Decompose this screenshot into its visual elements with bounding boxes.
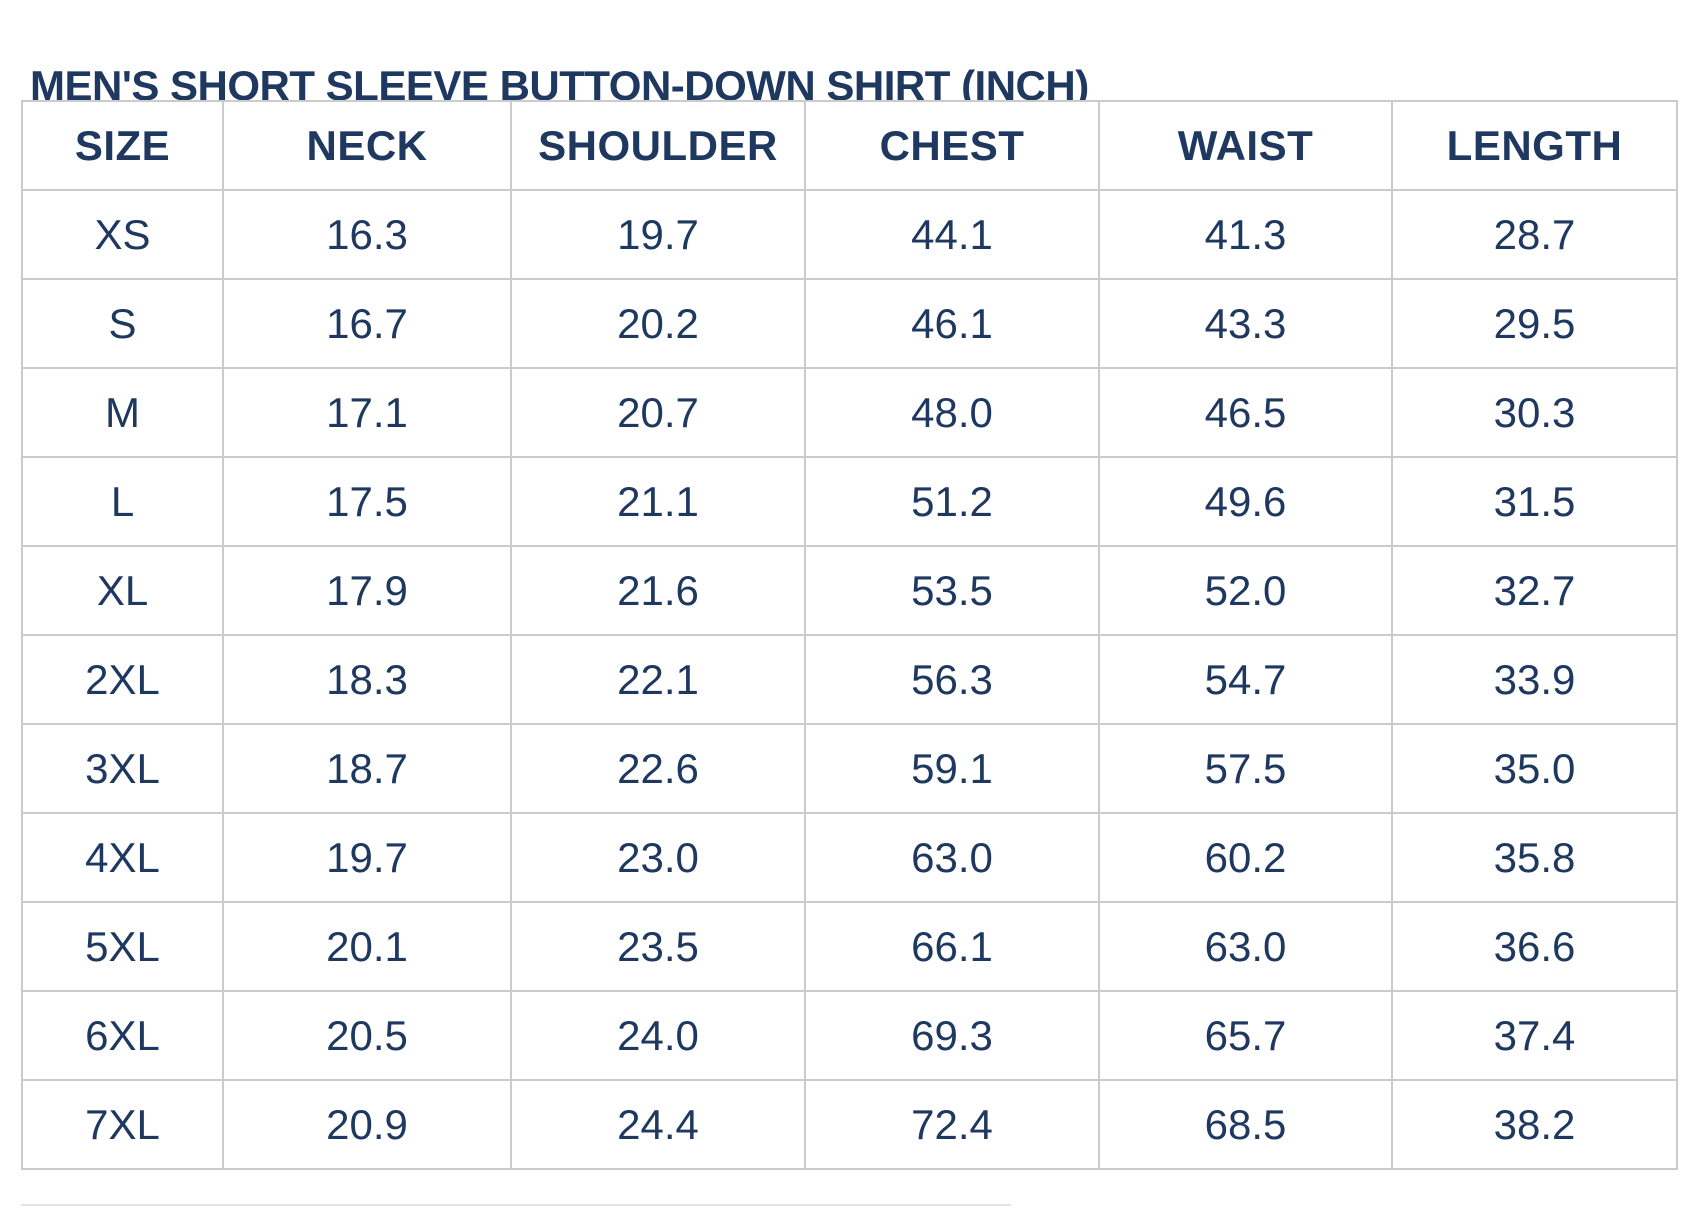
neck-value-cell: 18.3: [222, 634, 512, 725]
column-header-size: SIZE: [21, 100, 224, 191]
length-value-cell: 38.2: [1391, 1079, 1678, 1170]
partial-next-row-border: [21, 1204, 1011, 1206]
size-label-cell: 3XL: [21, 723, 224, 814]
shoulder-value-cell: 20.7: [510, 367, 806, 458]
waist-value-cell: 65.7: [1098, 990, 1393, 1081]
table-row-5xl: 5XL 20.1 23.5 66.1 63.0 36.6: [21, 901, 1678, 992]
size-label-cell: M: [21, 367, 224, 458]
neck-value-cell: 16.3: [222, 189, 512, 280]
column-header-chest: CHEST: [804, 100, 1100, 191]
neck-value-cell: 20.5: [222, 990, 512, 1081]
size-label-cell: S: [21, 278, 224, 369]
length-value-cell: 35.8: [1391, 812, 1678, 903]
waist-value-cell: 57.5: [1098, 723, 1393, 814]
waist-value-cell: 41.3: [1098, 189, 1393, 280]
column-header-neck: NECK: [222, 100, 512, 191]
shoulder-value-cell: 22.1: [510, 634, 806, 725]
shoulder-value-cell: 21.6: [510, 545, 806, 636]
shoulder-value-cell: 19.7: [510, 189, 806, 280]
column-header-length: LENGTH: [1391, 100, 1678, 191]
table-row-4xl: 4XL 19.7 23.0 63.0 60.2 35.8: [21, 812, 1678, 903]
table-row-s: S 16.7 20.2 46.1 43.3 29.5: [21, 278, 1678, 369]
chest-value-cell: 59.1: [804, 723, 1100, 814]
chest-value-cell: 44.1: [804, 189, 1100, 280]
size-label-cell: L: [21, 456, 224, 547]
length-value-cell: 36.6: [1391, 901, 1678, 992]
size-label-cell: XS: [21, 189, 224, 280]
length-value-cell: 29.5: [1391, 278, 1678, 369]
shoulder-value-cell: 24.4: [510, 1079, 806, 1170]
chest-value-cell: 56.3: [804, 634, 1100, 725]
neck-value-cell: 20.9: [222, 1079, 512, 1170]
table-body: XS 16.3 19.7 44.1 41.3 28.7 S 16.7 20.2 46.1 43.3 2…: [21, 189, 1678, 1170]
waist-value-cell: 60.2: [1098, 812, 1393, 903]
size-chart-table: SIZE NECK SHOULDER CHEST WAIST LENGTH XS 16.3 1…: [21, 100, 1678, 1170]
length-value-cell: 37.4: [1391, 990, 1678, 1081]
neck-value-cell: 16.7: [222, 278, 512, 369]
neck-value-cell: 17.1: [222, 367, 512, 458]
waist-value-cell: 43.3: [1098, 278, 1393, 369]
table-row-6xl: 6XL 20.5 24.0 69.3 65.7 37.4: [21, 990, 1678, 1081]
table-row-xl: XL 17.9 21.6 53.5 52.0 32.7: [21, 545, 1678, 636]
size-label-cell: 4XL: [21, 812, 224, 903]
table-row-m: M 17.1 20.7 48.0 46.5 30.3: [21, 367, 1678, 458]
table-row-3xl: 3XL 18.7 22.6 59.1 57.5 35.0: [21, 723, 1678, 814]
neck-value-cell: 19.7: [222, 812, 512, 903]
shoulder-value-cell: 23.0: [510, 812, 806, 903]
chest-value-cell: 46.1: [804, 278, 1100, 369]
waist-value-cell: 52.0: [1098, 545, 1393, 636]
chest-value-cell: 53.5: [804, 545, 1100, 636]
shoulder-value-cell: 20.2: [510, 278, 806, 369]
size-label-cell: XL: [21, 545, 224, 636]
neck-value-cell: 18.7: [222, 723, 512, 814]
neck-value-cell: 17.9: [222, 545, 512, 636]
size-label-cell: 5XL: [21, 901, 224, 992]
table-row-l: L 17.5 21.1 51.2 49.6 31.5: [21, 456, 1678, 547]
shoulder-value-cell: 23.5: [510, 901, 806, 992]
chest-value-cell: 51.2: [804, 456, 1100, 547]
chest-value-cell: 48.0: [804, 367, 1100, 458]
length-value-cell: 33.9: [1391, 634, 1678, 725]
waist-value-cell: 68.5: [1098, 1079, 1393, 1170]
table-row-xs: XS 16.3 19.7 44.1 41.3 28.7: [21, 189, 1678, 280]
chest-value-cell: 72.4: [804, 1079, 1100, 1170]
size-label-cell: 6XL: [21, 990, 224, 1081]
size-label-cell: 7XL: [21, 1079, 224, 1170]
table-row-2xl: 2XL 18.3 22.1 56.3 54.7 33.9: [21, 634, 1678, 725]
header-row: SIZE NECK SHOULDER CHEST WAIST LENGTH: [21, 100, 1678, 191]
column-header-waist: WAIST: [1098, 100, 1393, 191]
size-label-cell: 2XL: [21, 634, 224, 725]
waist-value-cell: 49.6: [1098, 456, 1393, 547]
waist-value-cell: 63.0: [1098, 901, 1393, 992]
waist-value-cell: 46.5: [1098, 367, 1393, 458]
shoulder-value-cell: 24.0: [510, 990, 806, 1081]
column-header-shoulder: SHOULDER: [510, 100, 806, 191]
chest-value-cell: 63.0: [804, 812, 1100, 903]
table-row-7xl: 7XL 20.9 24.4 72.4 68.5 38.2: [21, 1079, 1678, 1170]
length-value-cell: 30.3: [1391, 367, 1678, 458]
length-value-cell: 35.0: [1391, 723, 1678, 814]
shoulder-value-cell: 21.1: [510, 456, 806, 547]
neck-value-cell: 17.5: [222, 456, 512, 547]
chest-value-cell: 69.3: [804, 990, 1100, 1081]
shoulder-value-cell: 22.6: [510, 723, 806, 814]
neck-value-cell: 20.1: [222, 901, 512, 992]
chest-value-cell: 66.1: [804, 901, 1100, 992]
length-value-cell: 31.5: [1391, 456, 1678, 547]
waist-value-cell: 54.7: [1098, 634, 1393, 725]
length-value-cell: 28.7: [1391, 189, 1678, 280]
length-value-cell: 32.7: [1391, 545, 1678, 636]
